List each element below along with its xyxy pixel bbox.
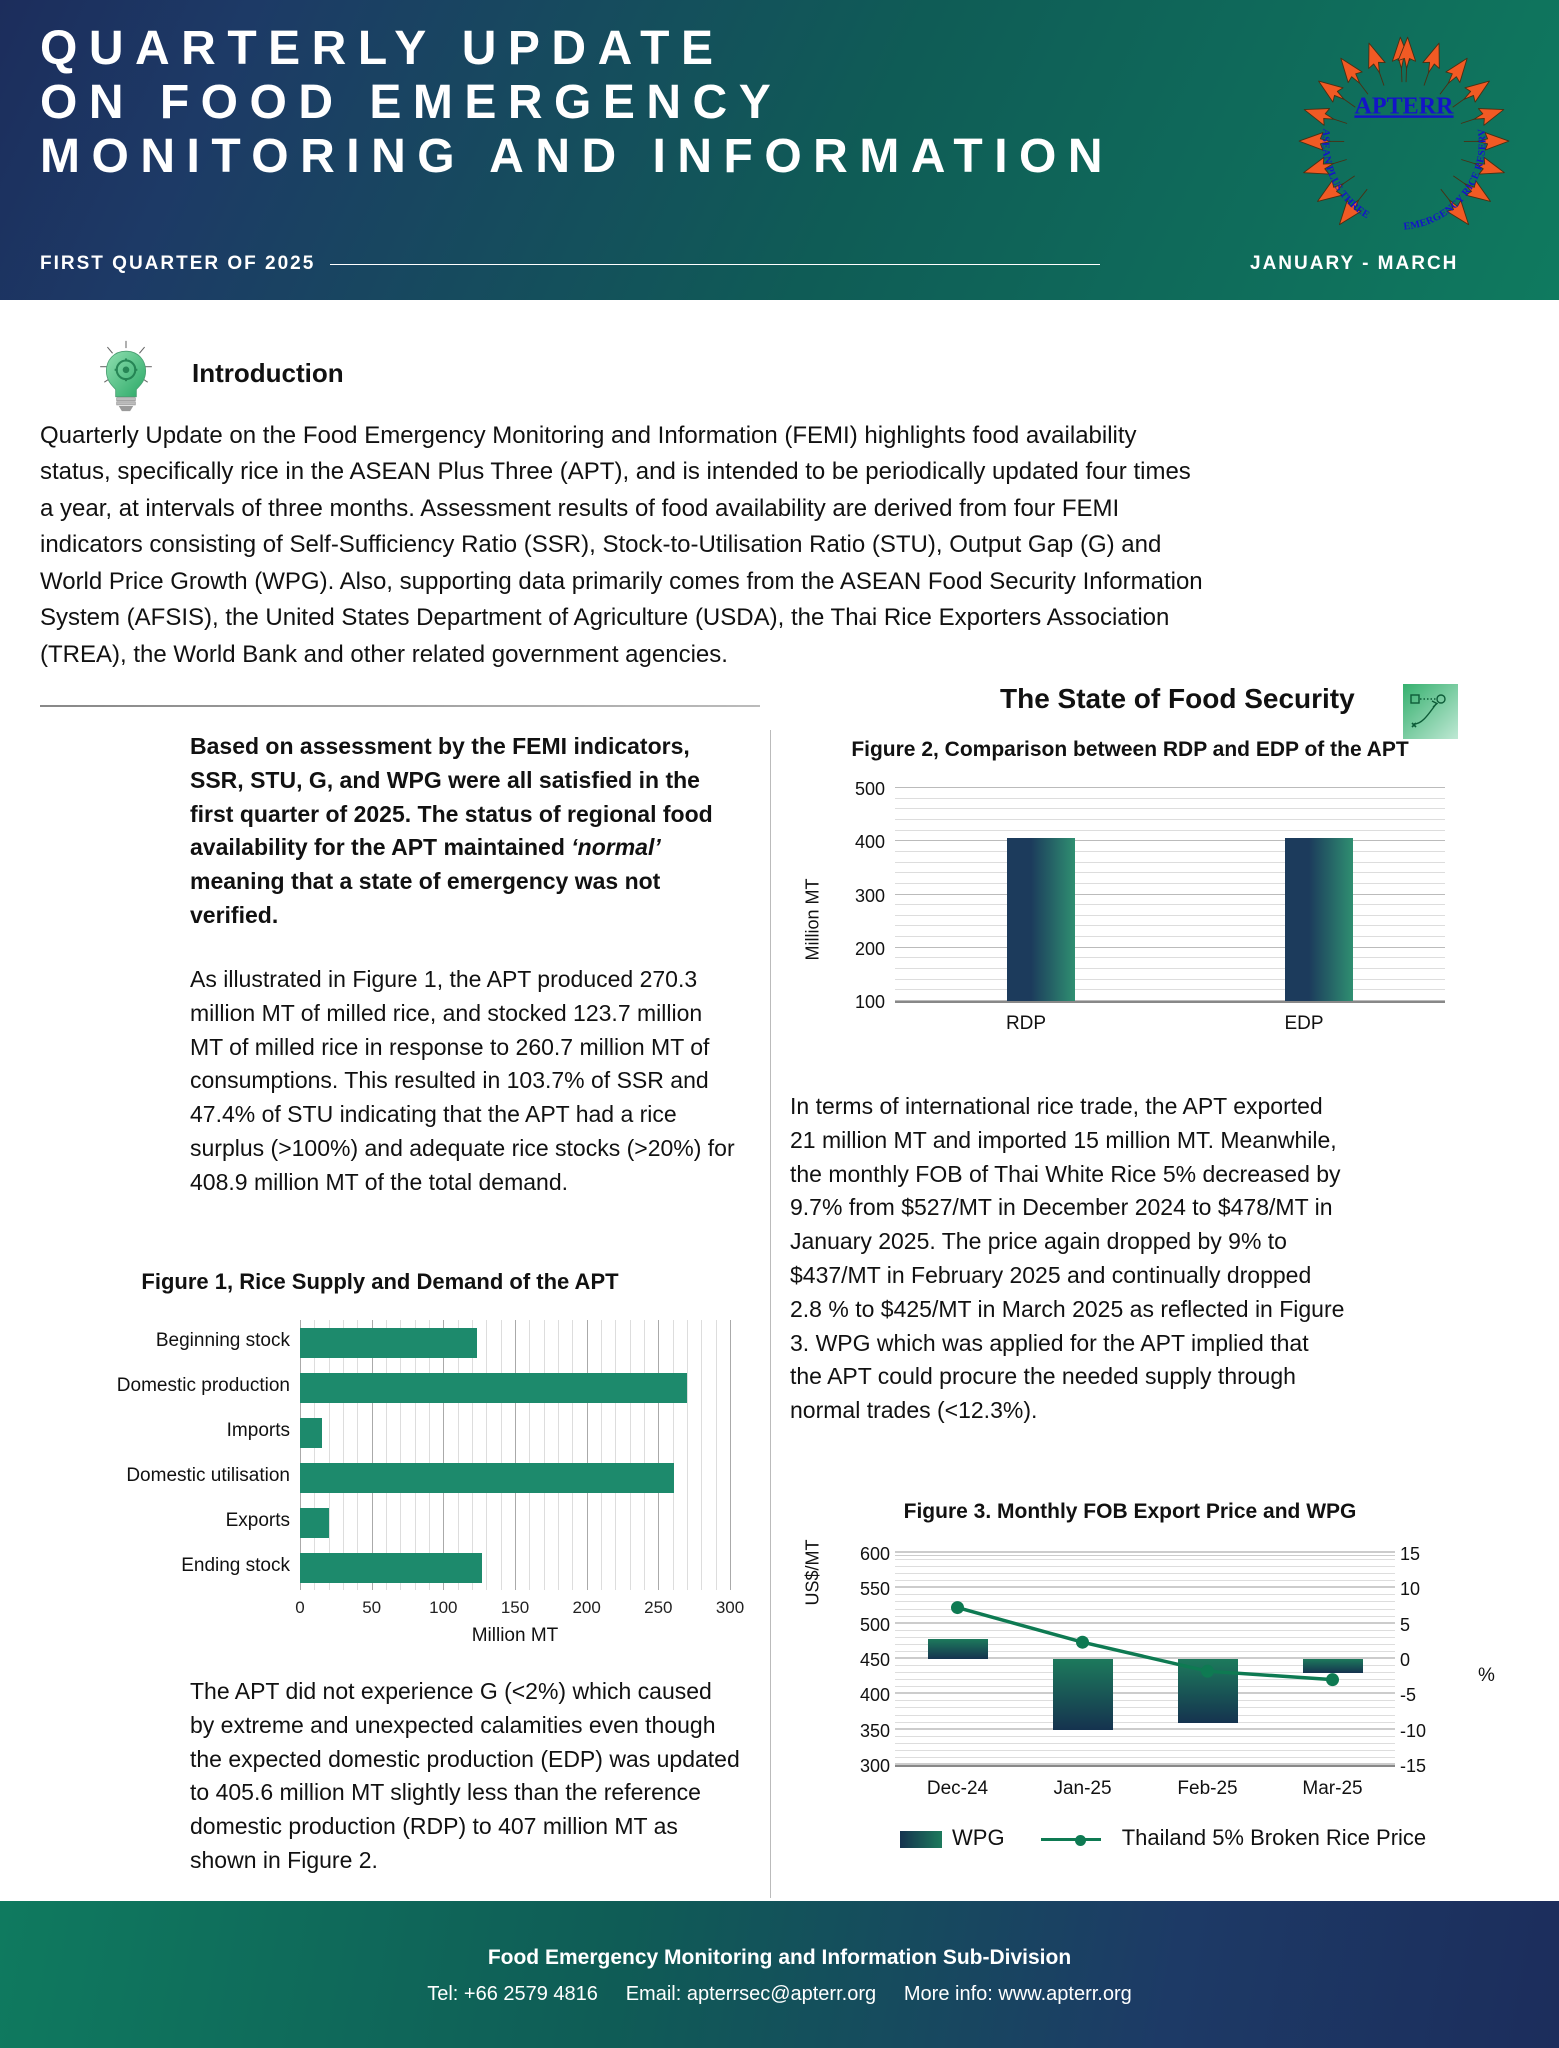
svg-text:APTERR: APTERR (1354, 93, 1454, 119)
svg-text:EMERGENCY RICE RESERVE: EMERGENCY RICE RESERVE (1270, 8, 1489, 233)
